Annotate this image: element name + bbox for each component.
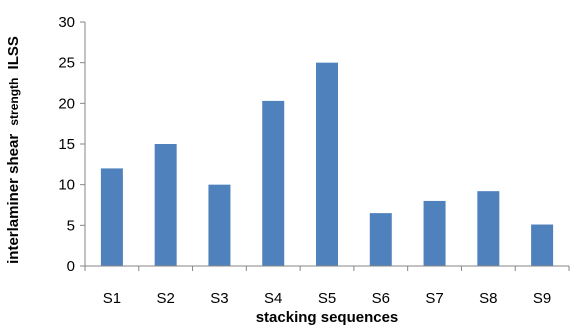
x-axis-title: stacking sequences bbox=[256, 309, 399, 326]
bar-s9 bbox=[531, 224, 554, 266]
x-axis-ticks: S1 S2 S3 S4 S5 S6 S7 S8 S9 bbox=[84, 266, 570, 307]
y-tick-label: 5 bbox=[67, 217, 75, 234]
x-tick-label: S6 bbox=[372, 290, 390, 307]
y-axis-title-main: interlaminer shear bbox=[5, 134, 22, 264]
x-tick-label: S5 bbox=[318, 290, 336, 307]
bar-s2 bbox=[154, 144, 177, 266]
bar-s4 bbox=[262, 100, 285, 266]
x-tick-label: S8 bbox=[479, 290, 497, 307]
bar-s7 bbox=[423, 200, 446, 266]
x-tick-label: S1 bbox=[103, 290, 121, 307]
bar-s5 bbox=[316, 62, 338, 266]
y-axis-title-end: ILSS bbox=[5, 36, 22, 69]
y-axis-title: interlaminer shear strength ILSS bbox=[5, 36, 22, 264]
x-tick-label: S7 bbox=[425, 290, 443, 307]
y-tick-label: 20 bbox=[58, 95, 75, 112]
y-axis-title-small: strength bbox=[7, 78, 21, 126]
bar-s8 bbox=[477, 191, 500, 266]
y-tick-label: 30 bbox=[58, 14, 75, 31]
y-tick-label: 0 bbox=[67, 258, 75, 275]
x-tick-label: S4 bbox=[264, 290, 282, 307]
bars bbox=[100, 62, 554, 266]
bar-s1 bbox=[100, 168, 123, 266]
bar-s3 bbox=[208, 184, 231, 266]
y-axis-ticks: 0 5 10 15 20 25 30 bbox=[58, 14, 85, 275]
y-tick-label: 10 bbox=[58, 177, 75, 194]
x-tick-label: S2 bbox=[156, 290, 174, 307]
y-tick-label: 15 bbox=[58, 136, 75, 153]
y-tick-label: 25 bbox=[58, 55, 75, 72]
x-tick-label: S3 bbox=[210, 290, 228, 307]
x-tick-label: S9 bbox=[533, 290, 551, 307]
bar-s6 bbox=[369, 213, 392, 266]
